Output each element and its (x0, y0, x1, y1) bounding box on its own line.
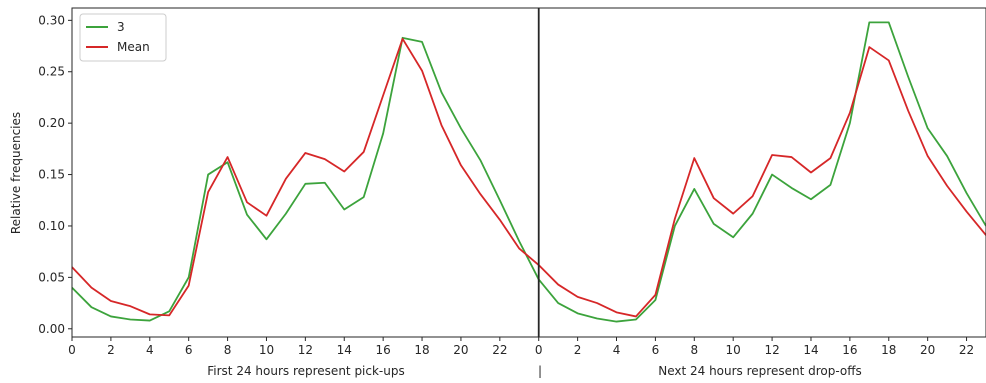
x-axis: 0 2 4 6 8 10 12 14 16 18 20 22 0 2 4 6 8 10 12 14 16 18 20 22 (68, 337, 974, 357)
x-tick-label: 0 (68, 343, 76, 357)
y-tick-label: 0.10 (38, 219, 65, 233)
x-tick-label: 2 (107, 343, 115, 357)
y-tick-label: 0.05 (38, 270, 65, 284)
x-tick-label: 16 (842, 343, 857, 357)
x-tick-label: 10 (726, 343, 741, 357)
legend-label-series-3: 3 (117, 20, 125, 34)
x-axis-label-pickups: First 24 hours represent pick-ups (207, 364, 405, 378)
x-tick-label: 6 (185, 343, 193, 357)
plot-area: 0.00 0.05 0.10 0.15 0.20 0.25 0.30 0 2 4 6 8 10 12 14… (38, 7, 986, 357)
x-tick-label: 14 (803, 343, 818, 357)
x-tick-label: 6 (652, 343, 660, 357)
x-tick-label: 4 (613, 343, 621, 357)
y-axis-label: Relative frequencies (9, 112, 23, 234)
x-tick-label: 16 (376, 343, 391, 357)
y-tick-label: 0.15 (38, 168, 65, 182)
legend-box (79, 13, 167, 62)
y-axis: 0.00 0.05 0.10 0.15 0.20 0.25 0.30 (38, 13, 72, 336)
x-tick-label: 4 (146, 343, 154, 357)
y-tick-label: 0.00 (38, 322, 65, 336)
x-tick-label: 22 (959, 343, 974, 357)
series-lines (71, 21, 986, 323)
x-tick-label: 18 (881, 343, 896, 357)
x-tick-label: 8 (690, 343, 698, 357)
x-tick-label: 14 (337, 343, 352, 357)
x-axis-label-dropoffs: Next 24 hours represent drop-offs (658, 364, 862, 378)
y-tick-label: 0.20 (38, 116, 65, 130)
legend-label-series-mean: Mean (117, 40, 150, 54)
series-line-3 (71, 21, 986, 323)
x-tick-label: 12 (298, 343, 313, 357)
x-tick-label: 18 (414, 343, 429, 357)
plot-frame (71, 7, 986, 338)
x-tick-label: 0 (535, 343, 543, 357)
x-tick-label: 22 (492, 343, 507, 357)
x-tick-label: 12 (764, 343, 779, 357)
x-tick-label: 20 (453, 343, 468, 357)
x-tick-label: 8 (224, 343, 232, 357)
legend: 3 Mean (79, 13, 167, 62)
series-line-mean (71, 37, 986, 318)
y-tick-label: 0.25 (38, 65, 65, 79)
x-tick-label: 10 (259, 343, 274, 357)
x-axis-label-separator: | (538, 364, 542, 378)
y-tick-label: 0.30 (38, 13, 65, 27)
x-tick-label: 2 (574, 343, 582, 357)
x-tick-label: 20 (920, 343, 935, 357)
